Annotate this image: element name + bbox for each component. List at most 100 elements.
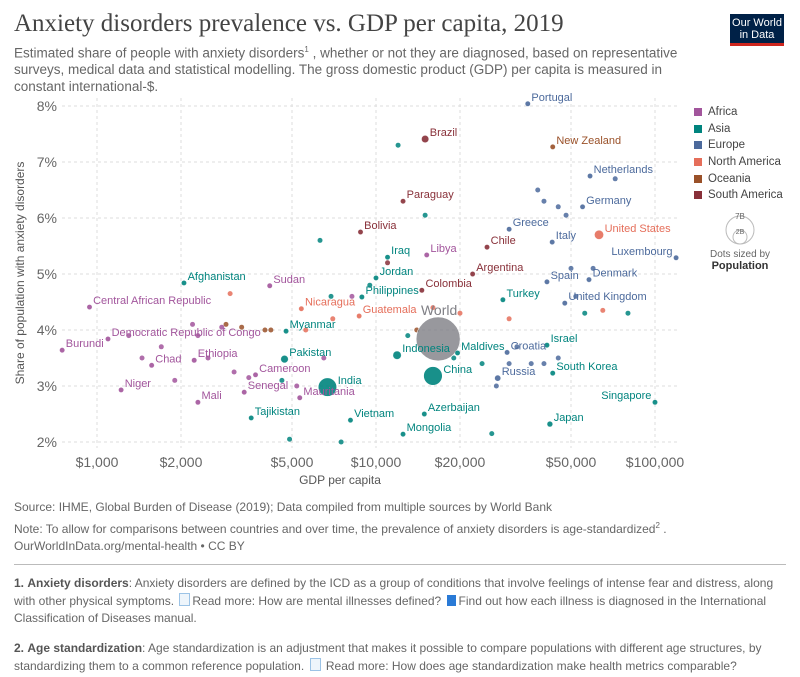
data-point[interactable]: [479, 361, 485, 367]
data-point-myanmar[interactable]: [283, 328, 289, 334]
data-point[interactable]: [395, 142, 401, 148]
data-point[interactable]: [430, 305, 436, 311]
data-point[interactable]: [279, 377, 285, 383]
data-point-world[interactable]: [415, 316, 461, 362]
data-point-burundi[interactable]: [59, 347, 65, 353]
data-point[interactable]: [600, 307, 606, 313]
data-point[interactable]: [195, 333, 201, 339]
data-point[interactable]: [227, 291, 233, 297]
data-point-singapore[interactable]: [652, 399, 658, 405]
data-point-mauritania[interactable]: [297, 395, 303, 401]
data-point-united-states[interactable]: [594, 230, 604, 240]
legend-item-oceania[interactable]: Oceania: [694, 170, 783, 187]
data-point[interactable]: [239, 324, 245, 330]
data-point[interactable]: [231, 369, 237, 375]
data-point-sudan[interactable]: [266, 283, 273, 289]
data-point-indonesia[interactable]: [392, 350, 402, 360]
data-point-netherlands[interactable]: [587, 173, 593, 179]
data-point[interactable]: [625, 310, 631, 316]
data-point[interactable]: [489, 431, 495, 437]
data-point-luxembourg[interactable]: [673, 255, 679, 261]
data-point-democratic-republic-of-congo[interactable]: [105, 336, 111, 342]
data-point[interactable]: [172, 377, 178, 383]
data-point-senegal[interactable]: [241, 389, 247, 395]
data-point-china[interactable]: [423, 366, 443, 386]
legend-item-south-america[interactable]: South America: [694, 187, 783, 204]
data-point[interactable]: [422, 212, 428, 218]
data-point-iraq[interactable]: [384, 254, 391, 260]
data-point-bolivia[interactable]: [357, 229, 364, 235]
data-point[interactable]: [573, 293, 579, 299]
data-point-azerbaijan[interactable]: [421, 411, 428, 417]
data-point-mongolia[interactable]: [400, 431, 406, 437]
data-point[interactable]: [506, 316, 512, 322]
data-point-chile[interactable]: [484, 244, 490, 250]
data-point[interactable]: [139, 355, 145, 361]
legend-item-europe[interactable]: Europe: [694, 137, 783, 154]
data-point-argentina[interactable]: [469, 271, 476, 277]
data-point[interactable]: [321, 355, 327, 361]
data-point-central-african-republic[interactable]: [86, 304, 93, 310]
owid-logo[interactable]: Our World in Data: [730, 14, 784, 46]
icd-link[interactable]: Find out how each illness is diagnosed i…: [14, 593, 767, 626]
data-point[interactable]: [219, 324, 225, 330]
data-point[interactable]: [405, 333, 411, 339]
data-point[interactable]: [457, 310, 463, 316]
data-point-libya[interactable]: [423, 252, 430, 258]
data-point[interactable]: [349, 293, 355, 299]
data-point[interactable]: [268, 327, 274, 333]
data-point[interactable]: [317, 237, 323, 243]
data-point[interactable]: [262, 327, 268, 333]
data-point[interactable]: [330, 316, 336, 322]
data-point[interactable]: [582, 310, 588, 316]
data-point-russia[interactable]: [494, 374, 501, 382]
data-point-pakistan[interactable]: [280, 355, 289, 363]
data-point-niger[interactable]: [118, 387, 124, 393]
data-point-chad[interactable]: [148, 362, 155, 369]
data-point[interactable]: [563, 212, 569, 218]
data-point[interactable]: [303, 327, 309, 333]
data-point-colombia[interactable]: [419, 287, 425, 293]
data-point-afghanistan[interactable]: [181, 280, 187, 286]
data-point-israel[interactable]: [544, 342, 550, 348]
data-point-cameroon[interactable]: [252, 372, 259, 378]
legend-item-asia[interactable]: Asia: [694, 121, 783, 138]
data-point[interactable]: [126, 333, 132, 339]
data-point-philippines[interactable]: [359, 294, 365, 300]
data-point[interactable]: [555, 204, 561, 210]
data-point-nicaragua[interactable]: [298, 305, 305, 312]
data-point-brazil[interactable]: [421, 135, 429, 143]
data-point[interactable]: [287, 436, 293, 442]
data-point-paraguay[interactable]: [400, 198, 406, 204]
url-link[interactable]: OurWorldInData.org/mental-health • CC BY: [14, 539, 245, 553]
data-point-italy[interactable]: [549, 239, 555, 245]
data-point[interactable]: [246, 375, 252, 381]
data-point-india[interactable]: [317, 377, 338, 397]
data-point-jordan[interactable]: [373, 275, 379, 281]
data-point[interactable]: [535, 187, 541, 193]
data-point-mali[interactable]: [195, 399, 201, 405]
data-point[interactable]: [158, 344, 164, 350]
data-point-tajikistan[interactable]: [248, 415, 254, 421]
data-point[interactable]: [612, 176, 618, 182]
data-point[interactable]: [338, 439, 344, 445]
data-point[interactable]: [190, 321, 196, 327]
data-point[interactable]: [528, 361, 534, 367]
data-point-vietnam[interactable]: [347, 417, 354, 423]
data-point[interactable]: [568, 265, 574, 271]
data-point[interactable]: [367, 282, 373, 288]
data-point-turkey[interactable]: [500, 297, 506, 303]
data-point-guatemala[interactable]: [356, 313, 362, 319]
footnote-ref-1[interactable]: 1: [304, 45, 309, 54]
data-point[interactable]: [506, 361, 512, 367]
data-point[interactable]: [514, 344, 520, 350]
read-more-link[interactable]: Read more: How are mental illnesses defi…: [192, 593, 442, 608]
data-point[interactable]: [555, 355, 561, 361]
data-point-spain[interactable]: [544, 279, 550, 285]
data-point[interactable]: [451, 355, 457, 361]
data-point[interactable]: [590, 265, 596, 271]
data-point-maldives[interactable]: [454, 350, 461, 356]
data-point[interactable]: [541, 198, 547, 204]
legend-item-north-america[interactable]: North America: [694, 154, 783, 171]
data-point[interactable]: [493, 383, 499, 389]
